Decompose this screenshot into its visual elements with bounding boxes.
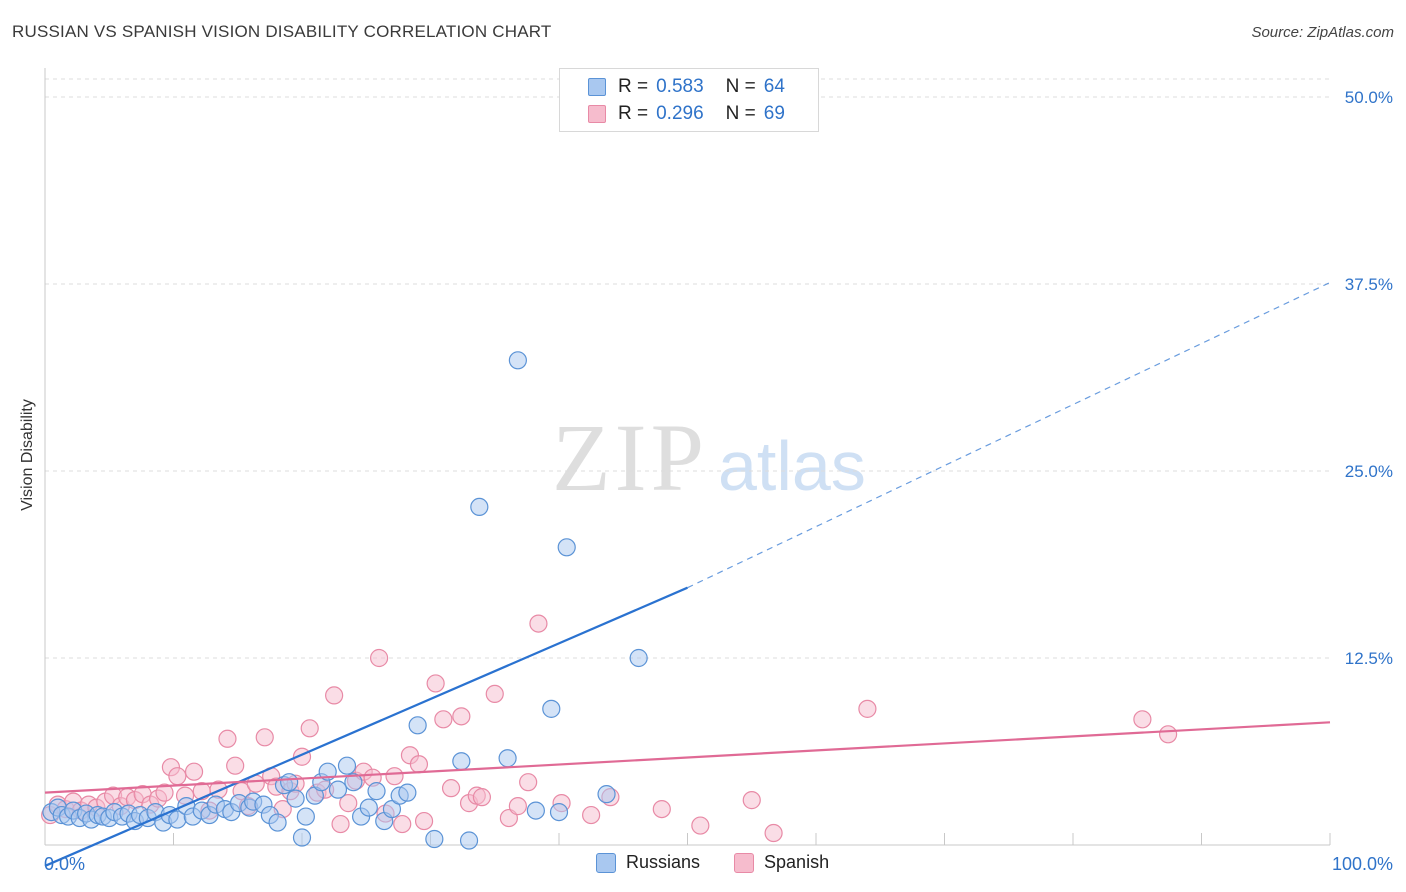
spanish-point <box>434 710 453 729</box>
series-legend: Russians Spanish <box>596 852 863 873</box>
russians-n-value: 64 <box>763 76 785 97</box>
russians-point <box>344 773 363 792</box>
y-tick-label: 37.5% <box>1345 275 1393 294</box>
spanish-point <box>409 755 429 774</box>
spanish-point <box>155 783 174 802</box>
russians-point <box>359 798 378 817</box>
spanish-r-value: 0.296 <box>656 103 704 124</box>
russians-point <box>470 497 489 517</box>
russians-point <box>597 785 616 804</box>
spanish-point <box>393 814 412 834</box>
spanish-point <box>300 719 319 738</box>
spanish-point <box>764 823 783 843</box>
russians-point <box>459 831 479 850</box>
spanish-point <box>472 788 491 807</box>
spanish-n-label: N = <box>725 103 756 124</box>
spanish-point <box>184 762 204 781</box>
axis-layer <box>44 68 1331 846</box>
watermark-zip: ZIP <box>552 404 708 511</box>
watermark: ZIP atlas <box>552 404 866 511</box>
russians-point <box>526 801 545 820</box>
russians-point <box>557 538 576 557</box>
russians-point <box>398 783 417 802</box>
spanish-point <box>339 794 358 813</box>
spanish-point <box>255 728 274 747</box>
spanish-point <box>218 729 237 748</box>
y-tick-label: 25.0% <box>1345 462 1393 481</box>
spanish-n-value: 69 <box>763 103 785 124</box>
russians-point <box>367 782 386 801</box>
source-label: Source: ZipAtlas.com <box>1251 24 1394 41</box>
legend-item-spanish[interactable]: Spanish <box>734 852 829 873</box>
spanish-point <box>385 767 404 786</box>
russians-point <box>452 752 471 771</box>
chart-title: RUSSIAN VS SPANISH VISION DISABILITY COR… <box>12 22 552 41</box>
spanish-swatch <box>588 105 606 123</box>
spanish-legend-swatch <box>734 852 755 873</box>
legend-item-russians[interactable]: Russians <box>596 852 700 873</box>
spanish-point <box>226 756 245 775</box>
spanish-trend-line <box>44 721 1331 794</box>
spanish-point <box>441 779 461 798</box>
russians-point <box>268 813 287 832</box>
spanish-point <box>452 707 471 726</box>
spanish-point <box>529 614 548 633</box>
russians-point <box>542 699 561 718</box>
russians-legend-label: Russians <box>626 852 701 872</box>
spanish-point <box>1133 710 1152 729</box>
spanish-point <box>325 686 344 705</box>
spanish-point <box>519 773 538 792</box>
watermark-atlas: atlas <box>718 427 866 505</box>
spanish-point <box>168 767 187 786</box>
spanish-point <box>508 797 527 816</box>
russians-point <box>382 799 402 819</box>
x-tick-label-max: 100.0% <box>1332 854 1393 874</box>
russians-point <box>425 829 444 849</box>
spanish-point <box>485 684 504 704</box>
russians-point <box>328 780 348 799</box>
trend-lines <box>44 281 1331 867</box>
legend-row-spanish: R = 0.296 N = 69 <box>588 101 785 127</box>
spanish-point <box>858 699 877 718</box>
y-axis-label: Vision Disability <box>19 399 36 511</box>
spanish-point <box>691 816 710 835</box>
spanish-point <box>414 811 434 831</box>
grid-layer <box>45 78 1330 659</box>
spanish-point <box>426 674 445 693</box>
russians-r-label: R = <box>618 76 649 97</box>
y-tick-label: 50.0% <box>1345 88 1393 107</box>
spanish-legend-label: Spanish <box>764 852 830 872</box>
russians-point <box>629 648 648 668</box>
russians-r-value: 0.583 <box>656 76 704 97</box>
russians-n-label: N = <box>725 76 756 97</box>
russians-point <box>337 756 357 775</box>
tick-labels: 12.5% 25.0% 37.5% 50.0% 0.0% 100.0% <box>44 88 1393 874</box>
russians-trend-extension <box>687 281 1331 589</box>
spanish-point <box>331 814 350 834</box>
russians-point <box>408 716 427 735</box>
stats-legend: R = 0.583 N = 64 R = 0.296 N = 69 <box>559 68 819 132</box>
legend-row-russians: R = 0.583 N = 64 <box>588 74 785 100</box>
x-tick-label-min: 0.0% <box>44 854 85 874</box>
spanish-point <box>370 648 389 668</box>
spanish-point <box>1158 725 1178 744</box>
russians-point <box>296 807 315 826</box>
spanish-point <box>742 791 761 810</box>
russians-trend-line <box>44 586 688 867</box>
russians-point <box>280 773 299 792</box>
spanish-point <box>582 805 601 825</box>
spanish-point <box>652 799 671 819</box>
spanish-r-label: R = <box>618 103 649 124</box>
russians-point <box>292 828 312 847</box>
russians-point <box>549 802 569 822</box>
russians-point <box>498 749 517 768</box>
russians-swatch <box>588 78 606 96</box>
russians-series <box>42 351 648 850</box>
y-tick-label: 12.5% <box>1345 649 1393 668</box>
russians-point <box>286 789 305 808</box>
russians-point <box>508 351 527 370</box>
russians-legend-swatch <box>596 852 616 873</box>
